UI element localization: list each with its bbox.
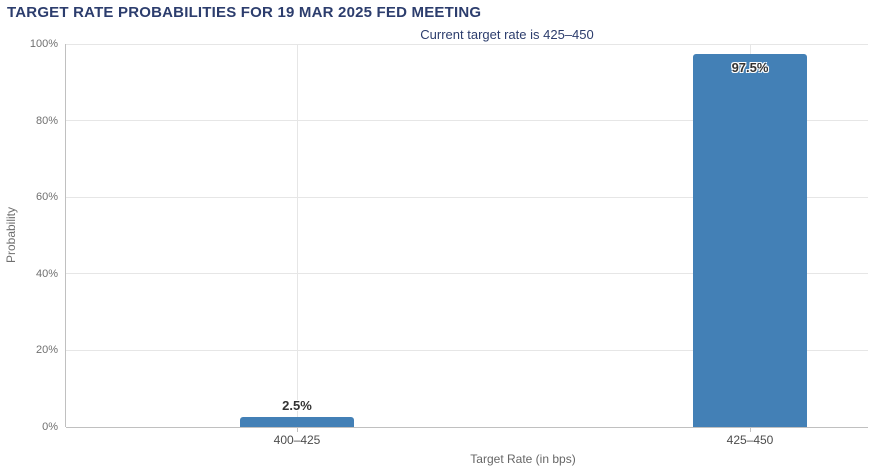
y-tick-label: 0% <box>42 421 58 433</box>
bar-400–425[interactable] <box>240 417 354 427</box>
y-tick-label: 100% <box>29 38 58 50</box>
bar-425–450[interactable] <box>693 53 807 427</box>
chart-title: TARGET RATE PROBABILITIES FOR 19 MAR 202… <box>7 4 482 21</box>
x-tick-label: 400–425 <box>273 433 321 447</box>
x-tick-label: 425–450 <box>726 433 774 447</box>
gridline-40% <box>66 273 868 275</box>
x-axis-title: Target Rate (in bps) <box>470 452 576 466</box>
gridline-80% <box>66 120 868 122</box>
y-tick-label: 20% <box>35 344 58 357</box>
y-tick-label: 40% <box>35 267 58 280</box>
y-axis-line <box>65 44 66 427</box>
gridline-60% <box>66 196 868 198</box>
x-tick-mark <box>749 427 751 432</box>
gridline-100% <box>66 43 868 45</box>
chart-subtitle: Current target rate is 425–450 <box>420 27 594 42</box>
bar-value-label: 97.5% <box>731 59 769 75</box>
x-axis-line <box>66 427 868 428</box>
x-tick-mark <box>296 427 298 432</box>
gridline-vertical-400–425 <box>296 44 298 427</box>
bar-value-label: 2.5% <box>282 398 312 414</box>
y-tick-label: 80% <box>35 114 58 127</box>
gridline-20% <box>66 349 868 351</box>
y-tick-label: 60% <box>35 191 58 204</box>
